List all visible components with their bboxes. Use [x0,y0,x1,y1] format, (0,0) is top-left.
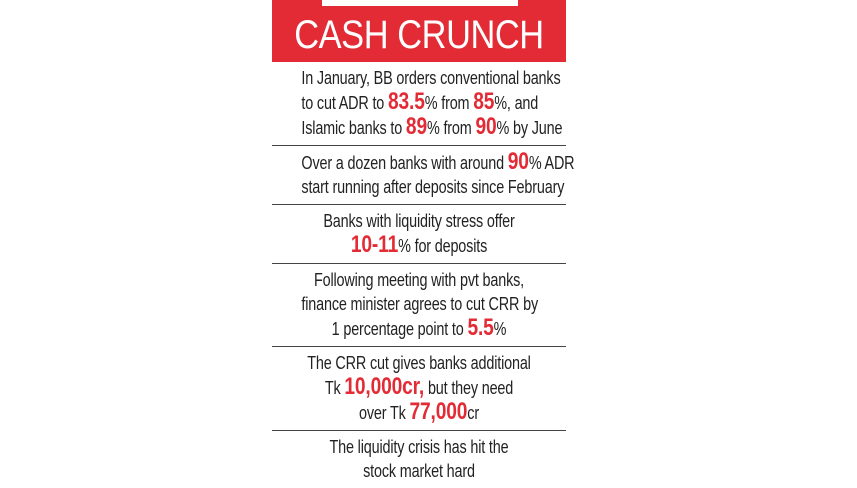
header-banner: CASH CRUNCH [272,0,566,62]
infographic-title: CASH CRUNCH [294,13,544,57]
fact-item: Banks with liquidity stress offer 10-11% … [272,205,566,264]
highlight-figure: 83.5 [388,88,425,115]
fact-text: finance minister agrees to cut CRR by [301,294,538,314]
fact-line: 1 percentage point to 5.5% [301,316,536,341]
fact-text: but they need [424,378,514,398]
fact-text: 1 percentage point to [331,319,468,339]
fact-text: The CRR cut gives banks additional [307,353,531,373]
highlight-figure: 10-11 [350,231,399,258]
fact-line: The liquidity crisis has hit the [301,435,536,459]
fact-text: to cut ADR to [301,93,388,113]
highlight-figure: 85 [473,88,495,115]
fact-item: The liquidity crisis has hit the stock ma… [272,431,566,488]
highlight-figure: 90 [475,113,497,140]
fact-line: stock market hard [301,459,536,483]
fact-item: Over a dozen banks with around 90% ADR st… [272,146,575,205]
fact-line: over Tk 77,000cr [301,400,536,425]
fact-item: The CRR cut gives banks additional Tk 10,… [272,347,566,431]
highlight-figure: 89 [405,113,427,140]
fact-text: %, and [494,93,539,113]
fact-line: Tk 10,000cr, but they need [301,375,536,400]
fact-line: to cut ADR to 83.5% from 85%, and [301,88,539,115]
fact-text: % ADR [528,153,575,173]
fact-line: 10-11% for deposits [301,233,536,258]
fact-text: % from [424,93,474,113]
fact-text: % [493,319,507,339]
highlight-figure: 90 [507,148,529,175]
highlight-figure: 77,000 [409,398,468,425]
fact-text: % for deposits [398,236,488,256]
fact-text: % by June [496,118,563,138]
fact-line: start running after deposits since Febru… [301,175,564,199]
fact-line: The CRR cut gives banks additional [301,351,536,375]
header-tab [322,0,518,6]
fact-line: finance minister agrees to cut CRR by [301,292,538,316]
fact-text: % from [426,118,476,138]
fact-text: Islamic banks to [301,118,406,138]
fact-text: over Tk [359,403,410,423]
fact-item: Following meeting with pvt banks, finance… [272,264,566,347]
highlight-figure: 10,000cr, [344,373,425,400]
fact-text: In January, BB orders conventional banks [301,68,561,88]
fact-text: Tk [324,378,345,398]
fact-text: Banks with liquidity stress offer [323,211,515,231]
fact-list: In January, BB orders conventional banks… [272,62,575,488]
highlight-figure: 5.5 [467,314,494,341]
fact-line: Over a dozen banks with around 90% ADR [301,148,574,175]
fact-line: In January, BB orders conventional banks [301,66,560,90]
fact-text: Over a dozen banks with around [301,153,508,173]
fact-line: Banks with liquidity stress offer [301,209,536,233]
fact-text: cr [467,403,479,423]
fact-line: Islamic banks to 89% from 90% by June [301,113,562,140]
fact-line: Following meeting with pvt banks, [301,268,536,292]
fact-item: In January, BB orders conventional banks… [272,62,566,146]
fact-text: Following meeting with pvt banks, [313,270,525,290]
infographic-card: CASH CRUNCH In January, BB orders conven… [272,0,575,488]
fact-text: The liquidity crisis has hit the [329,437,509,457]
fact-text: start running after deposits since Febru… [301,177,565,197]
fact-text: stock market hard [363,461,475,481]
